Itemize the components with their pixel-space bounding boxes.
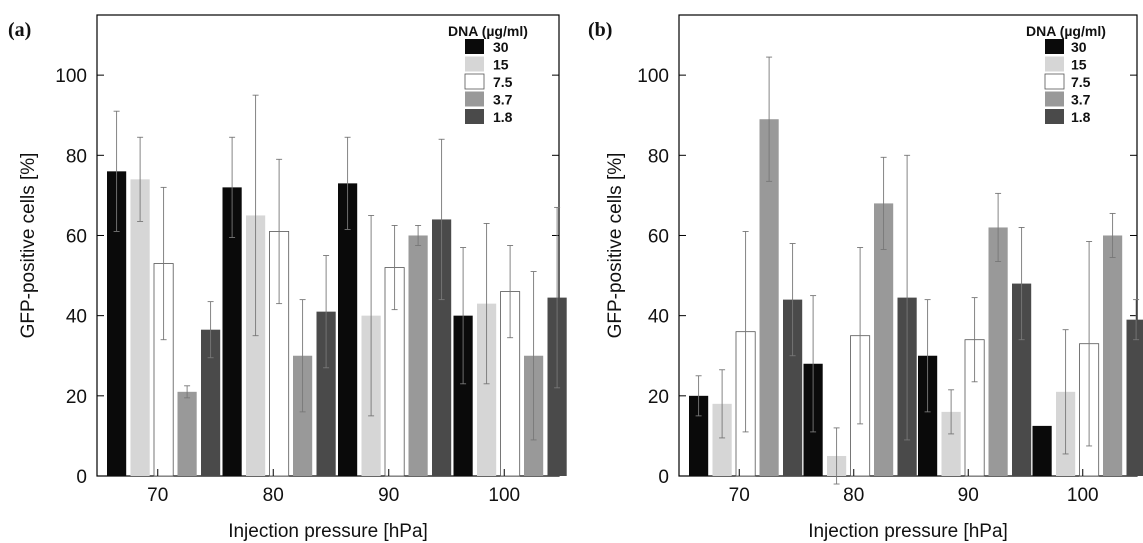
legend-swatch bbox=[465, 109, 484, 124]
bar bbox=[408, 235, 428, 476]
y-tick-label: 60 bbox=[648, 226, 669, 247]
legend-label: 30 bbox=[493, 39, 509, 55]
bar bbox=[477, 303, 497, 476]
legend-label: 1.8 bbox=[1071, 109, 1091, 125]
y-tick-label: 40 bbox=[66, 307, 87, 328]
x-axis-title: Injection pressure [hPa] bbox=[228, 521, 428, 542]
y-tick-label: 80 bbox=[66, 146, 87, 167]
bar bbox=[201, 329, 221, 476]
legend-title: DNA (µg/ml) bbox=[448, 23, 528, 39]
y-tick-label: 100 bbox=[637, 66, 669, 87]
panel-label: (b) bbox=[588, 19, 612, 41]
bar bbox=[689, 395, 709, 476]
x-tick-label: 90 bbox=[378, 485, 399, 506]
bar bbox=[338, 183, 358, 476]
bar bbox=[759, 119, 779, 477]
y-tick-label: 0 bbox=[76, 467, 87, 488]
y-tick-label: 20 bbox=[648, 387, 669, 408]
bar bbox=[453, 315, 473, 476]
x-tick-label: 70 bbox=[729, 485, 750, 506]
panel-b: 0 20 40 60 80 100 70 80 90 100 Injection pressure … bbox=[588, 14, 1143, 542]
bar bbox=[918, 355, 938, 476]
legend-swatch bbox=[1045, 109, 1064, 124]
legend-swatch bbox=[465, 39, 484, 54]
legend-title: DNA (µg/ml) bbox=[1026, 23, 1106, 39]
bar bbox=[177, 391, 197, 476]
panel-label: (a) bbox=[8, 19, 31, 41]
legend-label: 30 bbox=[1071, 39, 1087, 55]
bar bbox=[246, 215, 266, 476]
bar bbox=[988, 227, 1008, 476]
bar bbox=[712, 403, 732, 476]
legend-label: 3.7 bbox=[1071, 92, 1091, 108]
x-tick-label: 80 bbox=[843, 485, 864, 506]
legend-swatch bbox=[1044, 73, 1065, 90]
x-axis-title: Injection pressure [hPa] bbox=[808, 521, 1008, 542]
legend-swatch bbox=[465, 91, 484, 107]
bar bbox=[1103, 235, 1123, 476]
y-tick-label: 100 bbox=[55, 66, 87, 87]
legend-label: 1.8 bbox=[493, 109, 513, 125]
x-tick-label: 100 bbox=[1067, 485, 1099, 506]
y-tick-label: 40 bbox=[648, 307, 669, 328]
bar bbox=[1012, 283, 1032, 476]
bar bbox=[874, 203, 894, 476]
bar bbox=[130, 179, 150, 477]
legend-swatch bbox=[464, 73, 485, 90]
bar bbox=[432, 219, 452, 476]
y-tick-label: 80 bbox=[648, 146, 669, 167]
x-tick-label: 90 bbox=[958, 485, 979, 506]
bar bbox=[783, 299, 803, 476]
bar bbox=[293, 355, 313, 476]
legend-label: 15 bbox=[493, 57, 509, 73]
legend-label: 15 bbox=[1071, 57, 1087, 73]
legend-swatch bbox=[1045, 56, 1064, 72]
x-tick-label: 80 bbox=[263, 485, 284, 506]
legend-label: 7.5 bbox=[1071, 74, 1091, 90]
legend-label: 3.7 bbox=[493, 92, 513, 108]
y-axis-title: GFP-positive cells [%] bbox=[605, 153, 626, 339]
x-tick-label: 100 bbox=[488, 485, 520, 506]
legend-label: 7.5 bbox=[493, 74, 513, 90]
bar bbox=[1032, 425, 1052, 476]
legend-swatch bbox=[1045, 91, 1064, 107]
legend-swatch bbox=[1045, 39, 1064, 54]
x-tick-label: 70 bbox=[147, 485, 168, 506]
y-tick-label: 0 bbox=[658, 467, 669, 488]
legend-swatch bbox=[465, 56, 484, 72]
bar bbox=[222, 187, 242, 477]
y-tick-label: 60 bbox=[66, 226, 87, 247]
bar bbox=[1126, 319, 1143, 476]
y-axis-title: GFP-positive cells [%] bbox=[18, 153, 39, 339]
bar bbox=[107, 171, 127, 477]
panel-a: 0 20 40 60 80 100 70 80 90 100 Injection pressure … bbox=[8, 14, 567, 542]
y-tick-label: 20 bbox=[66, 387, 87, 408]
bar bbox=[941, 411, 961, 476]
bar bbox=[316, 311, 336, 476]
